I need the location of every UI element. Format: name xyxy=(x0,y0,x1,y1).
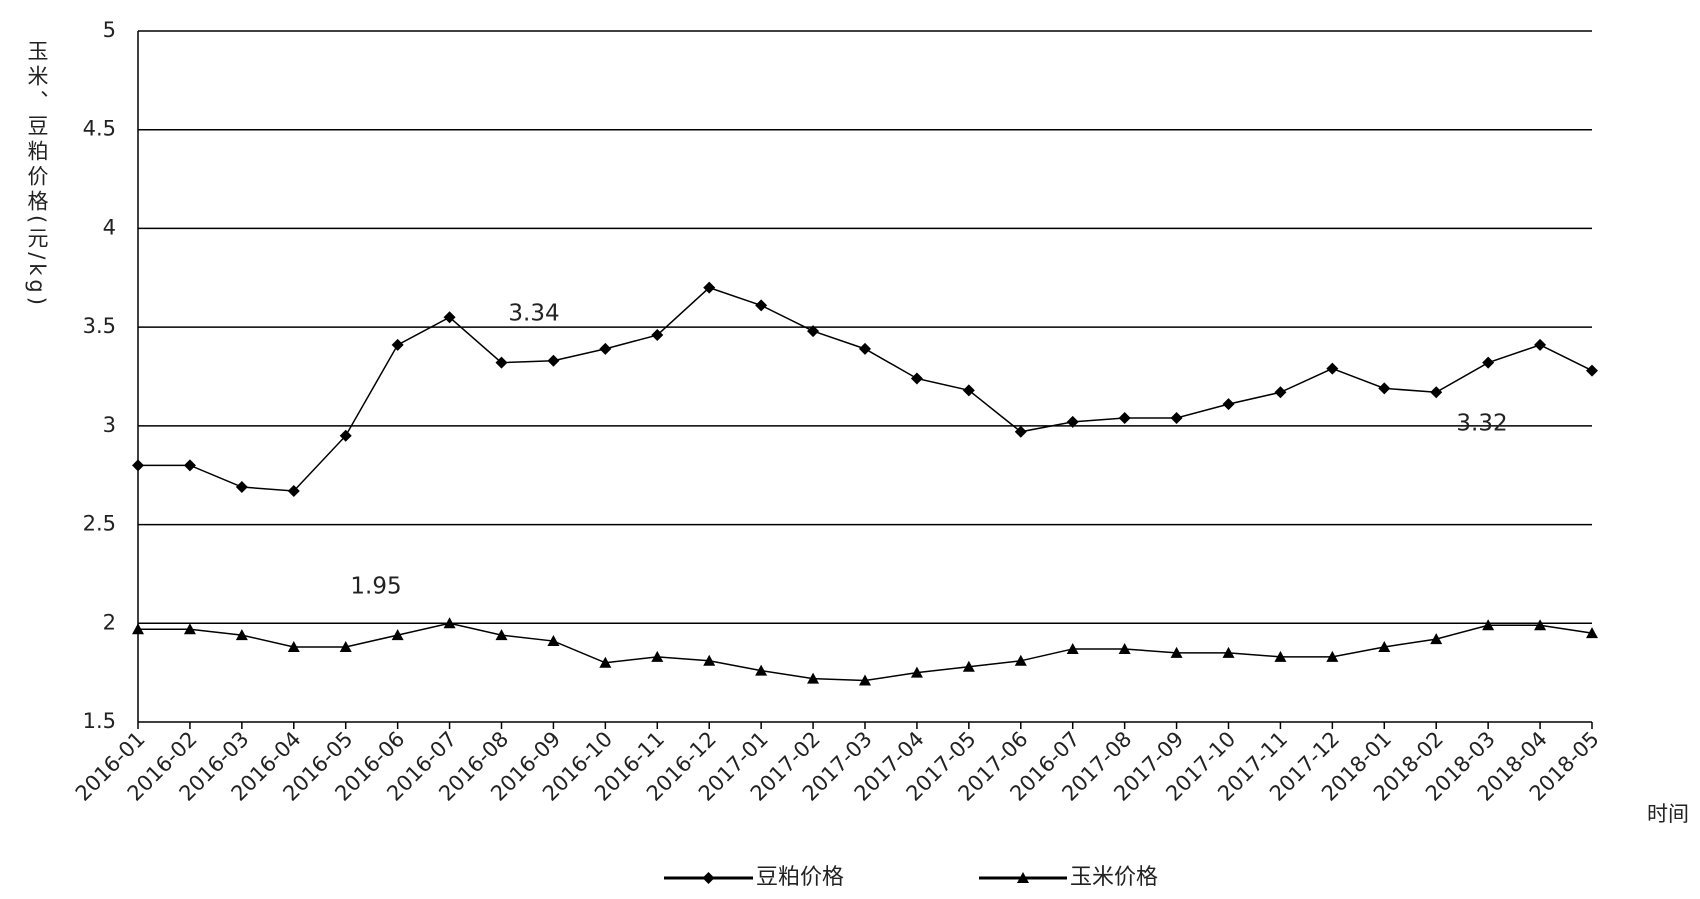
point-marker xyxy=(703,281,716,294)
point-marker xyxy=(132,623,144,635)
point-marker xyxy=(703,654,716,666)
point-marker xyxy=(547,354,560,367)
point-marker xyxy=(1017,872,1029,883)
point-marker xyxy=(443,311,456,324)
point-marker xyxy=(183,623,196,635)
point-marker xyxy=(1378,640,1391,652)
y-tick-label: 5 xyxy=(103,18,116,42)
y-tick-label: 2 xyxy=(103,610,116,634)
point-marker xyxy=(1274,650,1287,662)
point-marker xyxy=(287,640,300,652)
point-marker xyxy=(235,481,248,494)
point-marker xyxy=(1378,382,1391,395)
point-marker xyxy=(1482,356,1495,369)
point-marker xyxy=(755,664,768,676)
point-marker xyxy=(1430,386,1443,399)
legend-label: 豆粕价格 xyxy=(756,865,844,890)
point-marker xyxy=(599,656,612,668)
point-marker xyxy=(1534,338,1547,351)
series-line xyxy=(138,622,1593,682)
point-marker xyxy=(547,635,560,647)
y-tick-label: 4 xyxy=(103,215,116,239)
y-axis-title: 玉米、豆粕价格(元/kg) xyxy=(25,40,49,309)
point-marker xyxy=(183,459,196,472)
point-marker xyxy=(962,660,975,672)
x-axis-title: 时间 xyxy=(1647,802,1689,826)
point-marker xyxy=(1586,627,1598,639)
point-marker xyxy=(1274,386,1287,399)
series-line xyxy=(138,286,1593,492)
point-marker xyxy=(859,674,871,686)
point-marker xyxy=(910,666,923,678)
y-tick-label: 4.5 xyxy=(83,117,116,141)
point-marker xyxy=(807,325,820,338)
point-marker xyxy=(1326,650,1339,662)
y-tick-label: 1.5 xyxy=(83,709,116,733)
point-marker xyxy=(1118,411,1131,424)
point-marker xyxy=(859,342,871,355)
point-marker xyxy=(599,342,612,355)
point-marker xyxy=(339,640,352,652)
point-marker xyxy=(1170,646,1183,658)
point-marker xyxy=(495,356,508,369)
annotation: 1.95 xyxy=(350,574,401,600)
point-marker xyxy=(132,459,144,472)
point-marker xyxy=(702,872,715,884)
point-marker xyxy=(910,372,923,385)
point-marker xyxy=(339,429,352,442)
point-marker xyxy=(755,299,768,312)
point-marker xyxy=(807,672,820,684)
point-marker xyxy=(1118,642,1131,654)
point-marker xyxy=(1222,398,1235,411)
y-tick-label: 3 xyxy=(103,413,116,437)
point-marker xyxy=(962,384,975,397)
point-marker xyxy=(235,629,248,641)
point-marker xyxy=(1534,619,1547,631)
legend-label: 玉米价格 xyxy=(1070,865,1158,890)
point-marker xyxy=(495,629,508,641)
point-marker xyxy=(1326,362,1339,375)
y-tick-label: 3.5 xyxy=(83,314,116,338)
y-tick-label: 2.5 xyxy=(83,512,116,536)
annotation: 3.34 xyxy=(508,301,559,327)
point-marker xyxy=(1014,425,1027,438)
annotation: 3.32 xyxy=(1456,411,1507,437)
point-marker xyxy=(1586,364,1598,377)
point-marker xyxy=(443,617,456,629)
point-marker xyxy=(287,485,300,498)
point-marker xyxy=(1066,415,1079,428)
point-marker xyxy=(391,629,404,641)
point-marker xyxy=(1482,619,1495,631)
point-marker xyxy=(1014,654,1027,666)
point-marker xyxy=(1066,642,1079,654)
point-marker xyxy=(1170,411,1183,424)
point-marker xyxy=(651,650,664,662)
point-marker xyxy=(391,338,404,351)
point-marker xyxy=(1430,633,1443,645)
point-marker xyxy=(651,329,664,342)
point-marker xyxy=(1222,646,1235,658)
